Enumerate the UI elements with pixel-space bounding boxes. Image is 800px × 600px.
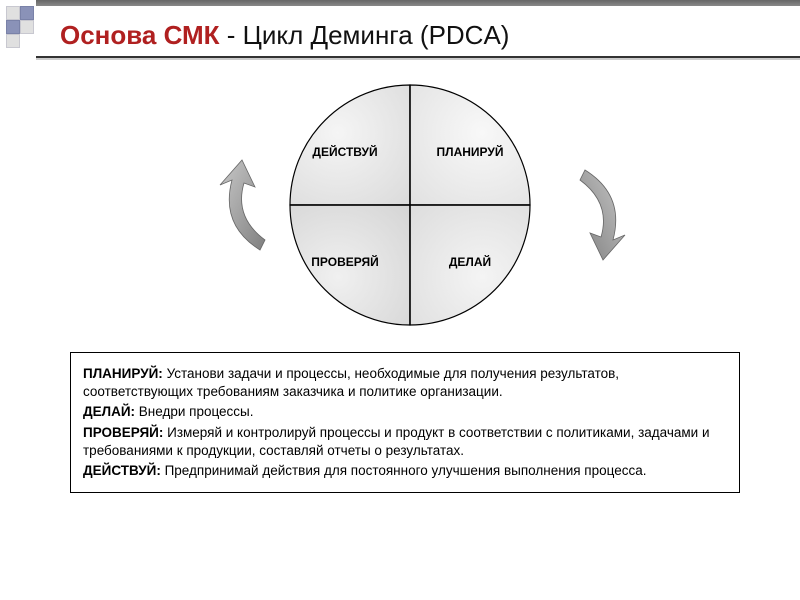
- slide-title: Основа СМК - Цикл Деминга (PDCA): [60, 20, 760, 51]
- desc-text: Установи задачи и процессы, необходимые …: [83, 366, 619, 399]
- decor-square: [6, 6, 20, 20]
- desc-term: ДЕЙСТВУЙ:: [83, 463, 161, 478]
- title-black: - Цикл Деминга (PDCA): [220, 20, 510, 50]
- desc-text: Измеряй и контролируй процессы и продукт…: [83, 425, 710, 458]
- desc-term: ПРОВЕРЯЙ:: [83, 425, 163, 440]
- desc-row: ДЕЛАЙ: Внедри процессы.: [83, 403, 727, 421]
- quad-label-br: ДЕЛАЙ: [420, 255, 520, 269]
- pdca-diagram: ДЕЙСТВУЙ ПЛАНИРУЙ ПРОВЕРЯЙ ДЕЛАЙ: [150, 70, 670, 340]
- pdca-circle: [280, 75, 540, 335]
- decor-square: [6, 20, 20, 34]
- desc-term: ДЕЛАЙ:: [83, 404, 135, 419]
- desc-text: Внедри процессы.: [135, 404, 253, 419]
- top-stripe: [36, 0, 800, 6]
- quad-label-tr: ПЛАНИРУЙ: [420, 145, 520, 159]
- desc-text: Предпринимай действия для постоянного ул…: [161, 463, 647, 478]
- cycle-arrow-left-icon: [210, 155, 280, 265]
- title-red: Основа СМК: [60, 20, 220, 50]
- desc-row: ПРОВЕРЯЙ: Измеряй и контролируй процессы…: [83, 424, 727, 460]
- title-underline-shadow: [36, 58, 800, 60]
- desc-row: ПЛАНИРУЙ: Установи задачи и процессы, не…: [83, 365, 727, 401]
- descriptions-box: ПЛАНИРУЙ: Установи задачи и процессы, не…: [70, 352, 740, 493]
- desc-term: ПЛАНИРУЙ:: [83, 366, 163, 381]
- quad-label-bl: ПРОВЕРЯЙ: [295, 255, 395, 269]
- decor-square: [6, 34, 20, 48]
- decor-square: [20, 6, 34, 20]
- desc-row: ДЕЙСТВУЙ: Предпринимай действия для пост…: [83, 462, 727, 480]
- cycle-arrow-right-icon: [565, 155, 635, 265]
- decor-square: [20, 20, 34, 34]
- quad-label-tl: ДЕЙСТВУЙ: [295, 145, 395, 159]
- decor-sidebar: [0, 0, 36, 600]
